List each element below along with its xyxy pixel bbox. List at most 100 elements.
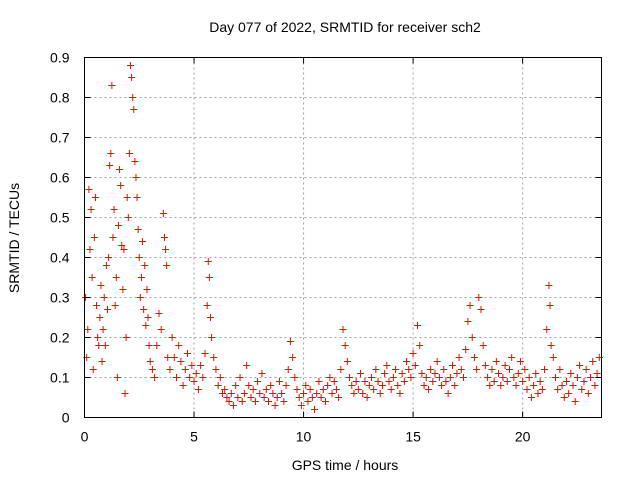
data-point [166,366,174,373]
data-point [137,274,145,281]
data-point [584,390,592,397]
data-point [297,402,305,409]
y-tick-label: 0.2 [50,330,70,346]
data-point [495,370,503,377]
data-point [381,370,389,377]
data-point [308,394,316,401]
data-point [93,302,101,309]
data-point [245,382,253,389]
data-point [440,366,448,373]
data-point [560,394,568,401]
data-point [206,314,214,321]
data-point [398,370,406,377]
data-point [109,234,117,241]
data-point [122,334,130,341]
x-tick-label: 20 [515,429,531,445]
data-point [523,386,531,393]
data-point [110,206,118,213]
data-point [492,358,500,365]
data-point [210,354,218,361]
data-point [177,358,185,365]
data-point [473,366,481,373]
data-point [164,354,172,361]
data-point [212,366,220,373]
data-point [536,378,544,385]
data-point [554,386,562,393]
data-point [453,370,461,377]
x-tick-label: 0 [81,429,89,445]
data-point [422,374,430,381]
x-tick-label: 15 [405,429,421,445]
data-point [111,302,119,309]
data-point [188,362,196,369]
data-point [219,390,227,397]
data-point [433,358,441,365]
data-point [160,234,168,241]
data-point [151,374,159,381]
data-point [505,366,513,373]
data-point [291,374,299,381]
data-point [119,286,127,293]
data-point [145,342,153,349]
data-point [116,166,124,173]
data-point [280,398,288,405]
data-point [173,374,181,381]
data-point [499,374,507,381]
data-point [201,350,209,357]
data-point [503,378,511,385]
data-point [134,226,142,233]
data-point [490,378,498,385]
data-point [249,386,257,393]
data-point [203,302,211,309]
data-point [403,358,411,365]
data-point [236,374,244,381]
data-point [311,406,319,413]
data-point [466,302,474,309]
data-point [238,398,246,405]
data-point [475,294,483,301]
data-point [163,262,171,269]
data-point [216,374,224,381]
data-point [367,374,375,381]
data-point [87,206,95,213]
data-point [186,374,194,381]
data-point [407,374,415,381]
data-point [392,366,400,373]
data-point [130,106,138,113]
data-point [127,62,135,69]
data-point [587,374,595,381]
data-point [374,378,382,385]
y-tick-label: 0.8 [50,90,70,106]
y-tick-label: 0.9 [50,50,70,66]
data-point [302,382,310,389]
data-point [324,382,332,389]
data-point [106,162,114,169]
y-axis-label: SRMTID / TECUs [6,183,22,293]
data-point [98,358,106,365]
data-point [190,378,198,385]
data-point [321,398,329,405]
y-tick-label: 0.3 [50,290,70,306]
data-point [464,318,472,325]
data-point [125,150,133,157]
data-point [194,386,202,393]
data-point [229,402,237,409]
data-point [148,366,156,373]
data-point [580,378,588,385]
data-point [459,374,467,381]
data-point [573,374,581,381]
data-point [455,354,463,361]
data-point [427,366,435,373]
data-point [418,370,426,377]
y-tick-label: 0.4 [50,250,70,266]
data-point [582,366,590,373]
data-point [144,314,152,321]
data-point [514,370,522,377]
data-point [262,386,270,393]
data-point [139,238,147,245]
data-point [208,334,216,341]
data-point [90,234,98,241]
data-point [330,378,338,385]
data-point [383,362,391,369]
data-point [546,302,554,309]
